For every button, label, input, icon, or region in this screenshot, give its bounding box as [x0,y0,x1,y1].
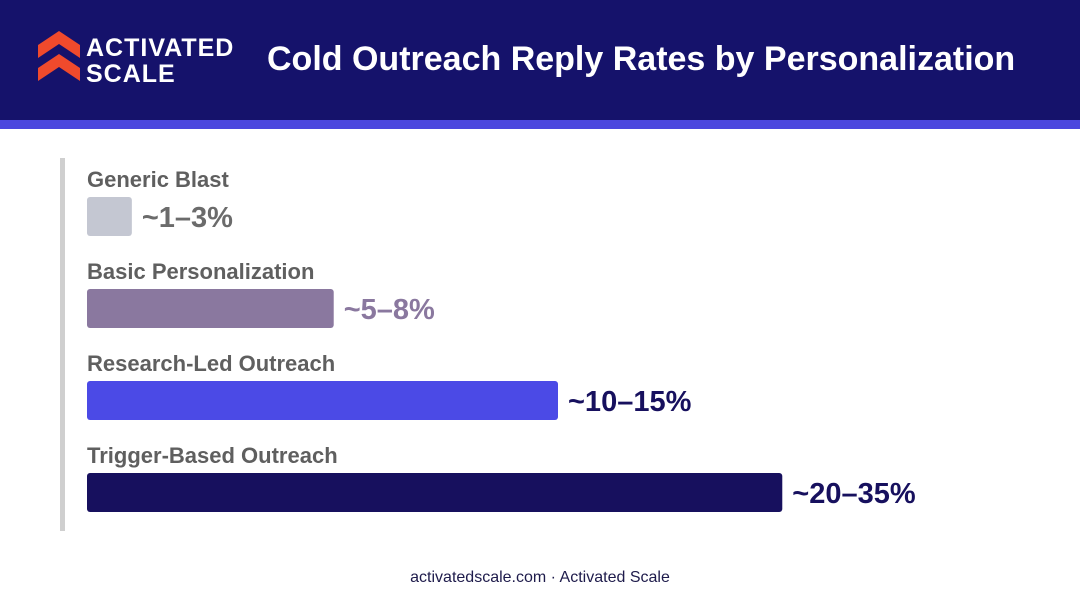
header-bar [0,0,1080,120]
page-title: Cold Outreach Reply Rates by Personaliza… [267,40,1016,78]
logo-line-2: SCALE [86,60,176,88]
category-label: Generic Blast [87,167,230,192]
category-label: Basic Personalization [87,259,314,284]
bar [87,381,558,420]
logo-line-1: ACTIVATED [86,34,235,62]
category-label: Trigger-Based Outreach [87,443,338,468]
category-label: Research-Led Outreach [87,351,335,376]
bar [87,473,783,512]
value-label: ~1–3% [142,202,233,234]
bar [87,289,334,328]
value-label: ~5–8% [344,294,435,326]
chart-axis-line [60,158,65,531]
chevron-logo-icon [38,31,80,81]
value-label: ~10–15% [568,386,692,418]
header-accent-stripe [0,120,1080,129]
footer-credit: activatedscale.com · Activated Scale [410,569,670,586]
brand-logo: ACTIVATED SCALE [38,31,238,87]
value-label: ~20–35% [792,478,916,510]
bar [87,197,132,236]
logo-wordmark: ACTIVATED SCALE [86,35,234,87]
